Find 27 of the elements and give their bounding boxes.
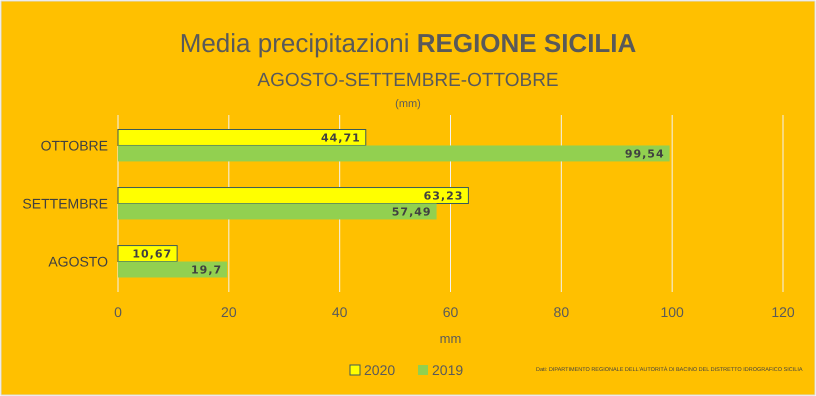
data-label: 57,49	[392, 205, 432, 218]
bar	[118, 187, 469, 204]
x-tick-label: 0	[114, 304, 122, 320]
x-tick-label: 20	[221, 304, 237, 320]
legend-label: 2020	[364, 362, 396, 378]
chart-title: Media precipitazioni REGIONE SICILIA	[180, 28, 637, 58]
x-tick-label: 40	[332, 304, 348, 320]
bar	[118, 129, 366, 146]
y-tick-label: SETTEMBRE	[22, 196, 108, 212]
bar	[118, 204, 437, 220]
y-tick-label: OTTOBRE	[40, 137, 108, 154]
data-label: 44,71	[320, 131, 361, 144]
chart-subtitle: AGOSTO-SETTEMBRE-OTTOBRE	[257, 70, 559, 91]
x-tick-label: 80	[554, 304, 570, 320]
data-label: 19,7	[191, 264, 222, 277]
text: (mm)	[395, 98, 421, 110]
x-tick-label: 60	[442, 304, 458, 320]
x-tick-label: 100	[660, 304, 684, 320]
legend-label: 2019	[432, 362, 464, 378]
data-label: 10,67	[132, 248, 172, 261]
data-label: 63,23	[424, 190, 464, 203]
bar	[118, 262, 228, 278]
x-axis-title: mm	[440, 331, 462, 346]
data-label: 99,54	[624, 147, 665, 160]
x-tick-label: 120	[771, 304, 795, 320]
y-tick-label: AGOSTO	[48, 254, 108, 270]
bar	[118, 145, 670, 162]
